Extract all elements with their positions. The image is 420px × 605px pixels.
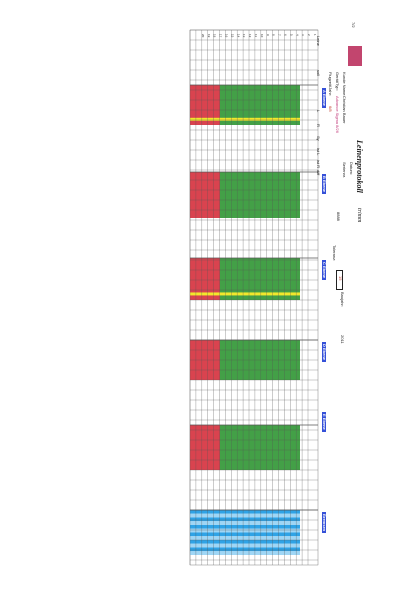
brake-light-stripe xyxy=(190,521,300,525)
seriennr-value: 8888 xyxy=(336,212,341,221)
row-number: 18 xyxy=(213,34,217,38)
band-header-c: C Ebene xyxy=(322,260,327,281)
band-header-b: B Ebene xyxy=(322,174,327,195)
row-number: 16 xyxy=(225,34,229,38)
sheet-title: Leinenprotokoll xyxy=(355,140,364,193)
row-number: 3 xyxy=(301,34,305,36)
toleranz-value: 15 xyxy=(338,276,343,281)
brand-logo xyxy=(348,46,362,66)
row-number: 2 xyxy=(307,34,311,36)
row-number: 6 xyxy=(284,34,288,36)
brake-light-stripe xyxy=(190,528,300,533)
geraet-label: Gerät/Typ: xyxy=(335,72,340,91)
col-label-l: L xyxy=(316,110,321,113)
band-header-d: D Ebene xyxy=(322,342,327,363)
sheet-title-suffix: trimm xyxy=(356,208,362,223)
tolerance-yellow-row xyxy=(190,117,300,121)
brake-blue-stripe xyxy=(190,517,300,522)
band-header-bremsen: Bremsen xyxy=(322,512,327,534)
row-number: 8 xyxy=(272,34,276,36)
toleranz-label: Toleranz: xyxy=(332,245,337,262)
row-number: 10 xyxy=(260,34,264,38)
row-number: 20 xyxy=(201,34,205,38)
brake-blue-stripe xyxy=(190,547,300,552)
datum-label: Datum: xyxy=(349,162,354,175)
band-green-cells xyxy=(220,172,300,218)
row-number: 1 xyxy=(313,34,317,36)
brake-blue-stripe xyxy=(190,532,300,537)
seriennr-label: Seriennr. xyxy=(342,162,347,179)
col-label-r: R xyxy=(316,124,321,127)
brake-blue-stripe xyxy=(190,525,300,529)
brake-blue-stripe xyxy=(190,540,300,544)
brake-light-stripe xyxy=(190,513,300,518)
col-label-leine: Leine xyxy=(316,36,321,46)
baujahr-label: Baujahr: xyxy=(340,292,345,307)
col-label-sy: Sy xyxy=(316,136,321,141)
baujahr-value: 2011 xyxy=(340,335,345,344)
band-red-cells xyxy=(190,425,220,470)
brake-light-stripe xyxy=(190,536,300,540)
band-red-cells xyxy=(190,172,220,218)
brake-blue-stripe xyxy=(190,510,300,514)
row-number: 13 xyxy=(242,34,246,38)
col-label-diff: diff xyxy=(316,170,321,176)
page-number: 7/2 xyxy=(351,22,356,28)
kunde-value: Christian Bauer xyxy=(342,96,347,124)
row-number: 7 xyxy=(278,34,282,36)
row-number: 19 xyxy=(207,34,211,38)
row-number: 11 xyxy=(254,34,258,37)
row-number: 9 xyxy=(266,34,270,36)
row-number: 17 xyxy=(219,34,223,38)
row-number: 4 xyxy=(295,34,299,36)
band-header-a: A Ebene xyxy=(322,88,327,108)
row-number: 15 xyxy=(230,34,234,38)
flugzeit-value: 6/8 xyxy=(328,106,333,112)
flugzeit-label: Flugzeit/Jahr: xyxy=(328,72,333,97)
row-number: 5 xyxy=(289,34,293,36)
brake-light-stripe xyxy=(190,543,300,548)
brake-light-stripe xyxy=(190,551,300,555)
tolerance-yellow-row xyxy=(190,292,300,296)
kunde-label: Kunde Name: xyxy=(342,72,347,97)
geraet-value: Advance Sigma 8/26 xyxy=(335,96,340,133)
band-green-cells xyxy=(220,425,300,470)
toleranz-box xyxy=(336,270,343,290)
col-label-ist-r: ist R xyxy=(316,160,321,168)
col-label-ist-l: ist L xyxy=(316,148,321,156)
row-number: 12 xyxy=(248,34,252,38)
col-label-soll: soll xyxy=(316,70,321,77)
row-number: 14 xyxy=(236,34,240,38)
band-header-e: E Ebene xyxy=(322,412,327,432)
